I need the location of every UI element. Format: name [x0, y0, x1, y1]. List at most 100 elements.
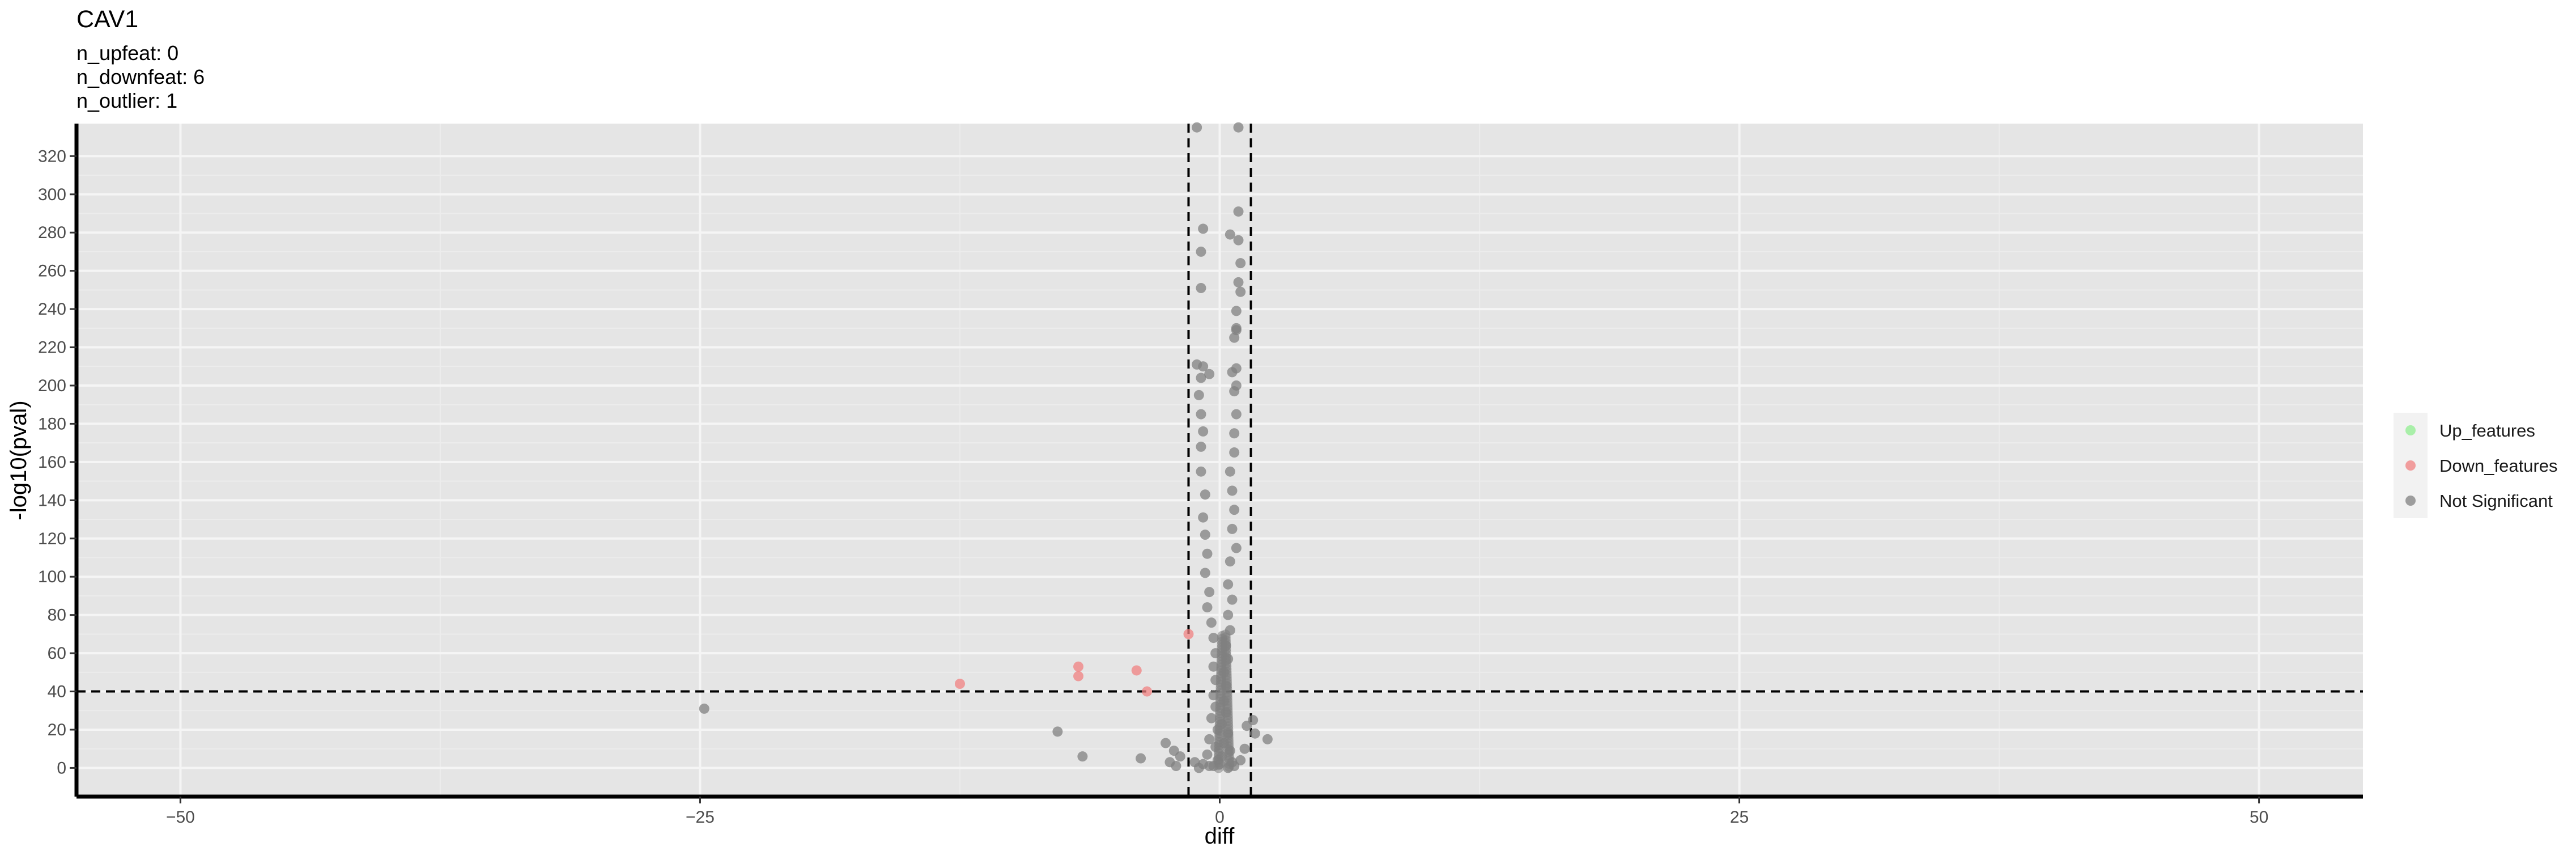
- point-not-significant: [1208, 761, 1219, 772]
- x-tick-label: 25: [1730, 808, 1749, 827]
- point-not-significant: [1223, 654, 1234, 664]
- point-not-significant: [1198, 512, 1209, 523]
- point-not-significant: [1235, 258, 1246, 269]
- point-not-significant: [1206, 713, 1217, 723]
- point-not-significant: [1242, 721, 1252, 731]
- point-not-significant: [1225, 466, 1235, 477]
- point-not-significant: [1192, 122, 1202, 133]
- legend-label: Not Significant: [2439, 491, 2553, 511]
- subtitle-line-1: n_upfeat: 0: [76, 41, 178, 65]
- y-tick-label: 100: [38, 568, 66, 586]
- y-tick-label: 80: [48, 606, 66, 625]
- x-tick-label: −50: [166, 808, 195, 827]
- point-not-significant: [1175, 751, 1185, 762]
- point-not-significant: [1229, 505, 1240, 515]
- point-not-significant: [1210, 648, 1221, 659]
- y-tick-label: 20: [48, 721, 66, 739]
- point-not-significant: [1225, 625, 1235, 636]
- point-not-significant: [1161, 738, 1171, 748]
- y-tick-label: 60: [48, 644, 66, 663]
- point-not-significant: [1171, 761, 1181, 772]
- point-down-features: [1142, 686, 1153, 697]
- y-tick-label: 320: [38, 147, 66, 166]
- legend-key: [2405, 425, 2416, 435]
- point-not-significant: [1200, 530, 1210, 540]
- point-not-significant: [1208, 633, 1219, 644]
- y-axis-ticks: 0 20 40 60 80 100 120 140 160 180 200 220 240 260 280 3…: [38, 147, 76, 777]
- point-not-significant: [1233, 206, 1244, 217]
- point-not-significant: [1212, 724, 1223, 735]
- point-not-significant: [1229, 332, 1240, 343]
- point-not-significant: [1218, 738, 1229, 748]
- point-not-significant: [1227, 485, 1238, 496]
- point-not-significant: [1233, 277, 1244, 287]
- y-tick-label: 120: [38, 530, 66, 548]
- x-axis-title: diff: [1205, 824, 1235, 849]
- y-tick-label: 160: [38, 453, 66, 472]
- point-not-significant: [1225, 229, 1235, 240]
- legend: Up_features Down_features Not Significant: [2394, 413, 2558, 518]
- y-tick-label: 300: [38, 185, 66, 204]
- point-not-significant: [1204, 734, 1215, 744]
- point-not-significant: [1223, 609, 1234, 620]
- point-not-significant: [1229, 386, 1240, 397]
- point-not-significant: [1223, 579, 1234, 590]
- point-not-significant: [1200, 489, 1210, 500]
- point-not-significant: [1233, 235, 1244, 246]
- point-not-significant: [1218, 667, 1229, 678]
- point-not-significant: [1204, 369, 1215, 379]
- point-not-significant: [1196, 409, 1206, 420]
- point-not-significant: [1249, 728, 1260, 739]
- legend-label: Down_features: [2439, 456, 2558, 476]
- point-not-significant: [1202, 548, 1213, 559]
- y-tick-label: 200: [38, 376, 66, 395]
- point-not-significant: [1200, 568, 1210, 578]
- point-not-significant: [1193, 763, 1204, 773]
- point-not-significant: [1136, 753, 1146, 764]
- legend-key: [2405, 496, 2416, 506]
- point-not-significant: [1233, 122, 1244, 133]
- point-not-significant: [1227, 523, 1238, 534]
- point-not-significant: [1229, 428, 1240, 439]
- point-not-significant: [1227, 594, 1238, 605]
- point-not-significant: [1239, 743, 1250, 754]
- y-tick-label: 0: [57, 759, 66, 777]
- y-tick-label: 240: [38, 300, 66, 319]
- point-not-significant: [1196, 246, 1206, 257]
- point-not-significant: [1221, 680, 1231, 691]
- y-tick-label: 260: [38, 262, 66, 281]
- point-not-significant: [1202, 602, 1213, 613]
- point-not-significant: [1210, 701, 1221, 712]
- x-tick-label: 50: [2250, 808, 2268, 827]
- x-tick-label: 0: [1215, 808, 1225, 827]
- point-not-significant: [1218, 696, 1229, 706]
- subtitle-line-3: n_outlier: 1: [76, 89, 177, 112]
- point-not-significant: [1231, 543, 1242, 553]
- data-points: [699, 122, 1273, 773]
- point-not-significant: [1077, 751, 1088, 762]
- point-down-features: [954, 679, 965, 689]
- x-tick-label: −25: [686, 808, 715, 827]
- point-not-significant: [1231, 306, 1242, 316]
- point-not-significant: [1052, 726, 1063, 737]
- point-down-features: [1183, 629, 1194, 640]
- point-not-significant: [1196, 466, 1206, 477]
- legend-key: [2405, 460, 2416, 471]
- point-not-significant: [1229, 761, 1240, 772]
- y-axis-title: -log10(pval): [6, 400, 31, 520]
- y-tick-label: 220: [38, 338, 66, 357]
- chart-title: CAV1: [76, 6, 138, 33]
- point-not-significant: [1202, 749, 1213, 760]
- point-not-significant: [1198, 223, 1209, 234]
- point-down-features: [1073, 661, 1084, 672]
- point-not-significant: [1262, 734, 1273, 744]
- legend-label: Up_features: [2439, 421, 2535, 441]
- y-tick-label: 280: [38, 223, 66, 242]
- point-down-features: [1073, 671, 1084, 682]
- point-not-significant: [1208, 690, 1219, 701]
- point-not-significant: [1227, 367, 1238, 378]
- point-not-significant: [1206, 617, 1217, 628]
- subtitle-line-2: n_downfeat: 6: [76, 65, 205, 88]
- point-not-significant: [1208, 661, 1219, 672]
- point-not-significant: [1196, 373, 1206, 383]
